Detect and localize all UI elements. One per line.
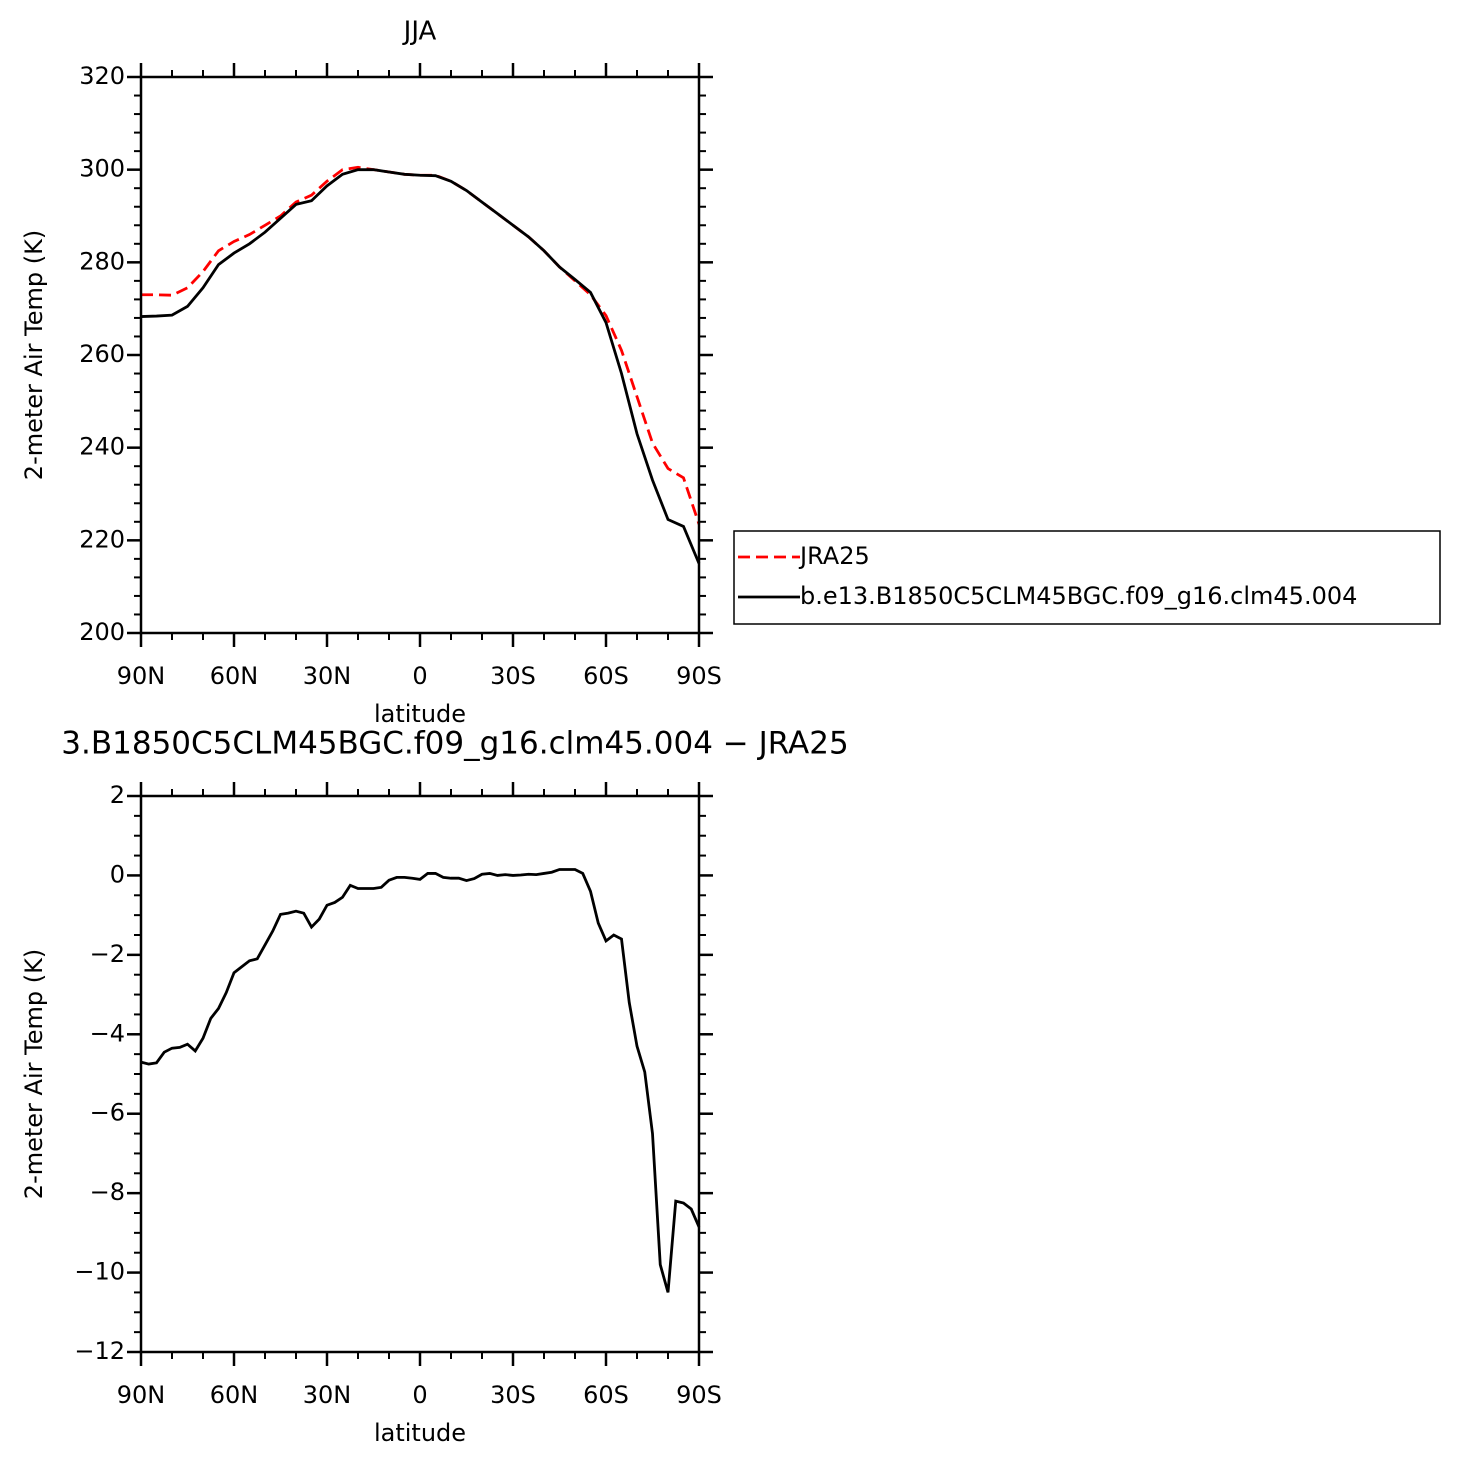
chart-title: 3.B1850C5CLM45BGC.f09_g16.clm45.004 − JR…	[61, 726, 848, 762]
y-tick-label: 0	[110, 860, 125, 888]
x-tick-label: 0	[412, 1381, 427, 1409]
x-tick-label: 90N	[117, 662, 166, 690]
legend-label: b.e13.B1850C5CLM45BGC.f09_g16.clm45.004	[800, 582, 1357, 610]
data-line	[141, 165, 701, 525]
x-tick-label: 60N	[210, 1381, 259, 1409]
x-tick-label: 90S	[676, 1381, 722, 1409]
y-tick-label: −8	[90, 1178, 125, 1206]
x-tick-label: 30N	[303, 662, 352, 690]
y-tick-label: 260	[79, 340, 125, 368]
y-tick-label: 320	[79, 62, 125, 90]
y-tick-label: 200	[79, 618, 125, 646]
y-tick-label: 220	[79, 525, 125, 553]
x-tick-label: 90N	[117, 1381, 166, 1409]
legend-box	[733, 530, 1441, 625]
plot-frame	[139, 75, 701, 635]
x-tick-label: 30S	[490, 662, 536, 690]
chart-title: JJA	[402, 17, 437, 47]
x-tick-label: 0	[412, 662, 427, 690]
data-line	[140, 168, 701, 565]
y-tick-label: 2	[110, 781, 125, 809]
x-tick-label: 30S	[490, 1381, 536, 1409]
x-tick-label: 60N	[210, 662, 259, 690]
x-tick-label: 90S	[676, 662, 722, 690]
y-tick-label: −2	[90, 940, 125, 968]
data-line	[140, 868, 701, 1293]
legend-label: JRA25	[798, 542, 870, 570]
x-tick-label: 60S	[583, 662, 629, 690]
y-tick-label: 240	[79, 433, 125, 461]
y-tick-label: −12	[74, 1337, 125, 1365]
y-tick-label: 280	[79, 247, 125, 275]
y-axis-label: 2-meter Air Temp (K)	[20, 949, 48, 1199]
y-tick-label: −6	[90, 1099, 125, 1127]
x-tick-label: 30N	[303, 1381, 352, 1409]
y-tick-label: −4	[90, 1019, 125, 1047]
plot-frame	[139, 794, 701, 1354]
y-axis-label: 2-meter Air Temp (K)	[20, 230, 48, 480]
y-tick-label: 300	[79, 155, 125, 183]
y-tick-label: −10	[74, 1258, 125, 1286]
x-axis-label: latitude	[374, 700, 466, 728]
x-tick-label: 60S	[583, 1381, 629, 1409]
x-axis-label: latitude	[374, 1419, 466, 1447]
